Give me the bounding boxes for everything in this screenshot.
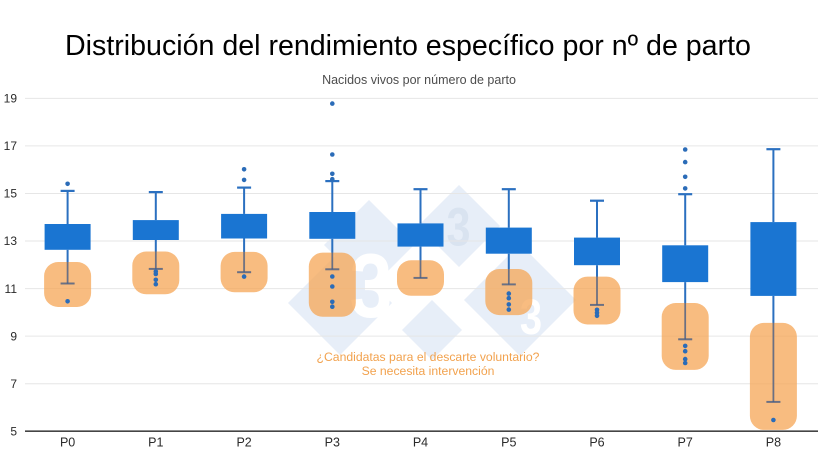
svg-text:3: 3	[446, 198, 470, 258]
svg-text:9: 9	[10, 329, 17, 343]
svg-text:Nacidos vivos por número de pa: Nacidos vivos por número de parto	[322, 73, 516, 87]
svg-text:P8: P8	[766, 436, 781, 450]
svg-text:19: 19	[4, 92, 18, 106]
svg-text:¿Candidatas para el descarte v: ¿Candidatas para el descarte voluntario?	[317, 350, 540, 364]
svg-text:13: 13	[4, 234, 18, 248]
svg-text:P3: P3	[325, 436, 340, 450]
svg-text:P1: P1	[148, 436, 163, 450]
svg-text:P0: P0	[60, 436, 75, 450]
svg-text:P2: P2	[236, 436, 251, 450]
svg-text:P6: P6	[589, 436, 604, 450]
svg-text:3: 3	[349, 235, 392, 336]
svg-text:P5: P5	[501, 436, 516, 450]
svg-text:11: 11	[5, 282, 18, 296]
svg-text:Distribución del rendimiento e: Distribución del rendimiento específico …	[65, 30, 751, 62]
svg-text:5: 5	[10, 424, 17, 438]
svg-text:Se necesita intervención: Se necesita intervención	[362, 364, 495, 378]
svg-text:15: 15	[4, 187, 18, 201]
svg-text:P4: P4	[413, 436, 428, 450]
svg-text:7: 7	[10, 377, 17, 391]
svg-text:P7: P7	[678, 436, 693, 450]
svg-text:17: 17	[4, 139, 18, 153]
